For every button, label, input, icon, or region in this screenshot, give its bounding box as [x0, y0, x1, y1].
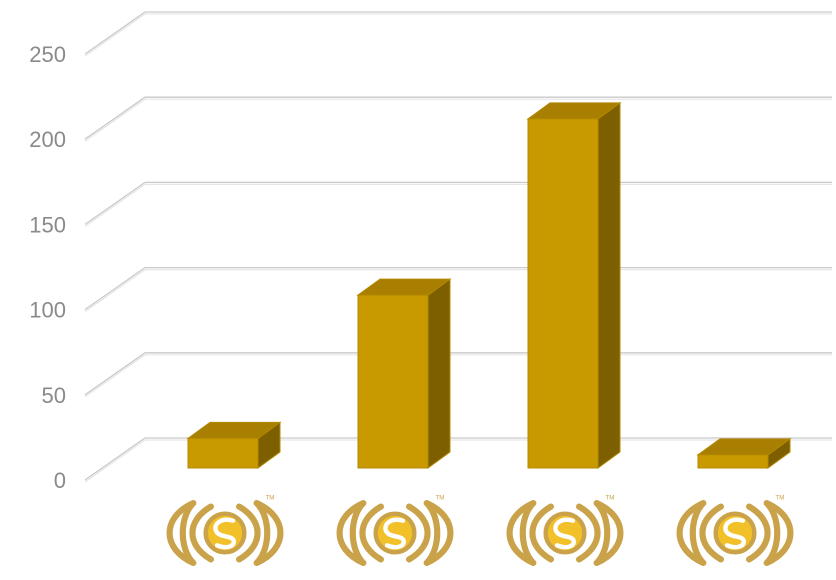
bar-side-2 — [427, 278, 451, 469]
gridline-shadow-250 — [84, 13, 832, 57]
gridline-200 — [84, 96, 832, 140]
gridline-100 — [84, 266, 832, 311]
y-tick-label-0: 0 — [54, 468, 66, 493]
y-tick-label-50: 50 — [42, 383, 66, 408]
gold-swirl-logo-icon-3 — [510, 495, 621, 563]
gridline-50 — [84, 352, 832, 396]
gridline-shadow-150 — [84, 183, 832, 227]
gridline-shadow-100 — [84, 269, 832, 313]
y-tick-label-150: 150 — [29, 212, 66, 237]
y-tick-label-250: 250 — [29, 42, 66, 67]
gridline-150 — [84, 181, 832, 225]
gridline-shadow-50 — [84, 354, 832, 398]
gold-swirl-logo-icon-4 — [680, 495, 791, 563]
y-tick-label-200: 200 — [29, 127, 66, 152]
bar-side-3 — [597, 101, 621, 469]
y-tick-label-100: 100 — [29, 298, 66, 323]
gold-swirl-logo-icon-2 — [340, 495, 451, 563]
category-logos — [170, 495, 791, 563]
bar-front-2 — [357, 294, 429, 469]
grid-lines — [84, 11, 832, 483]
gridline-250 — [84, 11, 832, 55]
bar-front-4 — [697, 454, 769, 469]
y-axis-ticks: 0 50 100 150 200 250 — [29, 42, 66, 493]
bars — [186, 101, 792, 469]
gridline-shadow-200 — [84, 98, 832, 142]
gold-swirl-logo-icon-1 — [170, 495, 281, 563]
bar-2 — [356, 278, 452, 469]
bar-3 — [526, 101, 622, 469]
bar-1 — [186, 421, 282, 469]
bar-front-1 — [187, 437, 259, 469]
bar-front-3 — [527, 118, 599, 469]
bar-4 — [696, 437, 792, 469]
